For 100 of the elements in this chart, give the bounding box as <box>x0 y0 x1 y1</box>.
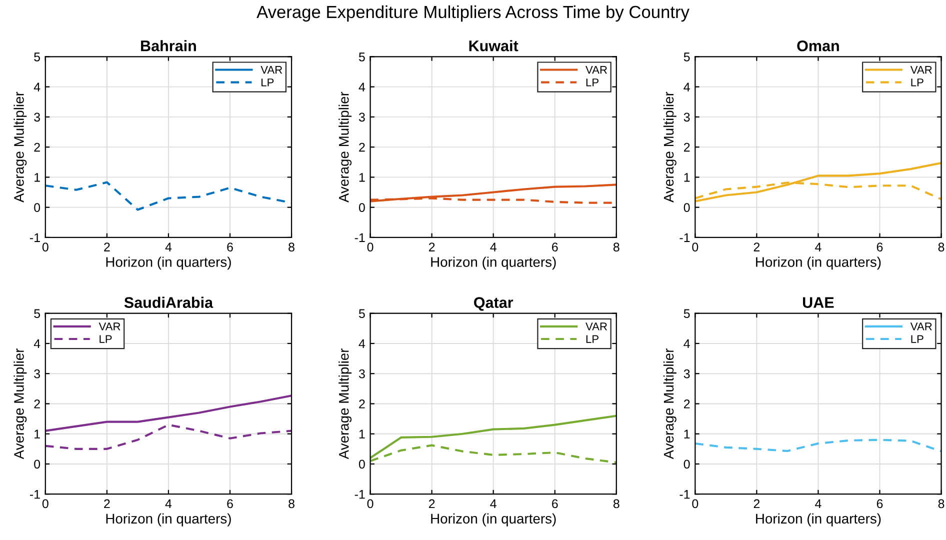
y-tick-label: -1 <box>354 490 365 499</box>
x-tick-label: 2 <box>104 499 110 508</box>
legend-label: LP <box>586 78 598 86</box>
line-series <box>45 424 292 450</box>
chart-title: Oman <box>797 40 839 52</box>
x-tick-label: 6 <box>876 242 883 252</box>
x-tick-label: 8 <box>288 499 294 508</box>
x-tick-label: 0 <box>367 499 374 508</box>
text: Average Expenditure Multipliers Across Time by Country <box>256 5 690 22</box>
chart-title: Qatar <box>474 297 514 311</box>
legend-label: VAR <box>910 66 932 74</box>
y-tick-label: 0 <box>34 203 40 212</box>
x-tick-label: 4 <box>815 499 822 508</box>
x-axis-title: Horizon (in quarters) <box>756 256 881 270</box>
x-tick-label: 0 <box>42 499 48 508</box>
y-tick-label: 3 <box>358 112 365 122</box>
x-tick-label: 2 <box>104 242 110 252</box>
x-tick-label: 4 <box>490 499 496 508</box>
y-tick-label: 5 <box>358 309 365 318</box>
legend-label: LP <box>262 78 274 86</box>
x-tick-label: 8 <box>288 242 294 252</box>
legend-label: VAR <box>260 66 282 74</box>
y-tick-label: 5 <box>358 52 365 62</box>
y-tick-label: 0 <box>358 203 365 212</box>
y-tick-label: 0 <box>34 460 40 469</box>
x-tick-label: 2 <box>754 499 760 508</box>
x-tick-label: 2 <box>754 242 760 252</box>
legend-label: VAR <box>586 66 607 74</box>
y-tick-label: 3 <box>34 112 40 122</box>
x-tick-label: 8 <box>938 242 944 252</box>
legend-label: LP <box>586 335 598 343</box>
x-tick-label: 8 <box>613 499 620 508</box>
line-series <box>45 394 292 432</box>
x-tick-label: 6 <box>227 499 233 508</box>
y-tick-label: 3 <box>34 369 40 378</box>
y-tick-label: 0 <box>684 460 690 469</box>
x-tick-label: 4 <box>815 242 822 252</box>
x-tick-label: 8 <box>938 499 944 508</box>
y-tick-label: -1 <box>680 490 690 499</box>
y-tick-label: 2 <box>684 400 690 408</box>
x-tick-label: 0 <box>692 242 698 252</box>
y-tick-label: 4 <box>34 82 40 92</box>
y-tick-label: 1 <box>684 430 690 438</box>
y-tick-label: 4 <box>358 339 366 348</box>
y-tick-label: 3 <box>684 369 690 378</box>
y-tick-label: 2 <box>684 142 690 152</box>
y-tick-label: 1 <box>359 173 365 182</box>
legend-label: VAR <box>910 322 932 330</box>
y-axis-title: Average Multiplier <box>14 348 27 460</box>
chart-title: UAE <box>803 297 834 308</box>
y-tick-label: -1 <box>354 233 365 242</box>
y-tick-label: 1 <box>34 430 40 438</box>
x-tick-label: 2 <box>428 499 435 508</box>
legend-label: VAR <box>98 322 120 330</box>
x-axis-title: Horizon (in quarters) <box>756 513 881 526</box>
y-tick-label: 4 <box>34 339 40 348</box>
x-tick-label: 6 <box>227 242 233 252</box>
x-tick-label: 0 <box>692 499 698 508</box>
legend-label: LP <box>911 78 924 86</box>
y-tick-label: 0 <box>358 460 365 469</box>
chart-title: SaudiArabia <box>124 296 214 308</box>
legend-label: LP <box>911 335 924 343</box>
y-tick-label: 3 <box>358 369 365 378</box>
y-tick-label: -1 <box>680 233 690 242</box>
y-tick-label: 2 <box>359 142 365 152</box>
x-axis-title: Horizon (in quarters) <box>431 256 556 270</box>
y-axis-title: Average Multiplier <box>338 348 352 460</box>
x-tick-label: 2 <box>428 242 435 252</box>
x-tick-label: 4 <box>165 499 172 508</box>
y-tick-label: 5 <box>684 309 690 318</box>
y-tick-label: 1 <box>684 173 690 182</box>
y-tick-label: 1 <box>359 430 365 438</box>
y-tick-label: 0 <box>684 203 690 212</box>
y-tick-label: 2 <box>34 142 40 152</box>
x-tick-label: 4 <box>165 242 172 252</box>
y-tick-label: 5 <box>684 52 690 62</box>
x-tick-label: 0 <box>42 242 48 252</box>
y-tick-label: 5 <box>34 52 40 62</box>
y-axis-title: Average Multiplier <box>663 92 676 202</box>
y-tick-label: 2 <box>34 400 40 408</box>
x-axis-title: Horizon (in quarters) <box>106 256 231 270</box>
x-tick-label: 0 <box>367 242 374 252</box>
y-tick-label: 4 <box>684 82 690 92</box>
x-tick-label: 6 <box>552 242 558 252</box>
y-tick-label: -1 <box>30 490 40 499</box>
y-tick-label: -1 <box>30 233 40 242</box>
y-tick-label: 2 <box>359 400 365 408</box>
line-series <box>695 162 942 202</box>
x-tick-label: 6 <box>876 499 883 508</box>
legend-label: LP <box>100 335 112 343</box>
x-tick-label: 6 <box>552 499 558 508</box>
x-axis-title: Horizon (in quarters) <box>106 513 231 526</box>
y-tick-label: 4 <box>684 339 690 348</box>
y-axis-title: Average Multiplier <box>338 92 352 202</box>
x-axis-title: Horizon (in quarters) <box>431 513 556 526</box>
y-tick-label: 5 <box>34 309 40 318</box>
legend-label: VAR <box>586 322 607 330</box>
y-tick-label: 3 <box>684 112 690 122</box>
chart-title: Kuwait <box>469 40 518 52</box>
y-tick-label: 4 <box>358 82 366 92</box>
